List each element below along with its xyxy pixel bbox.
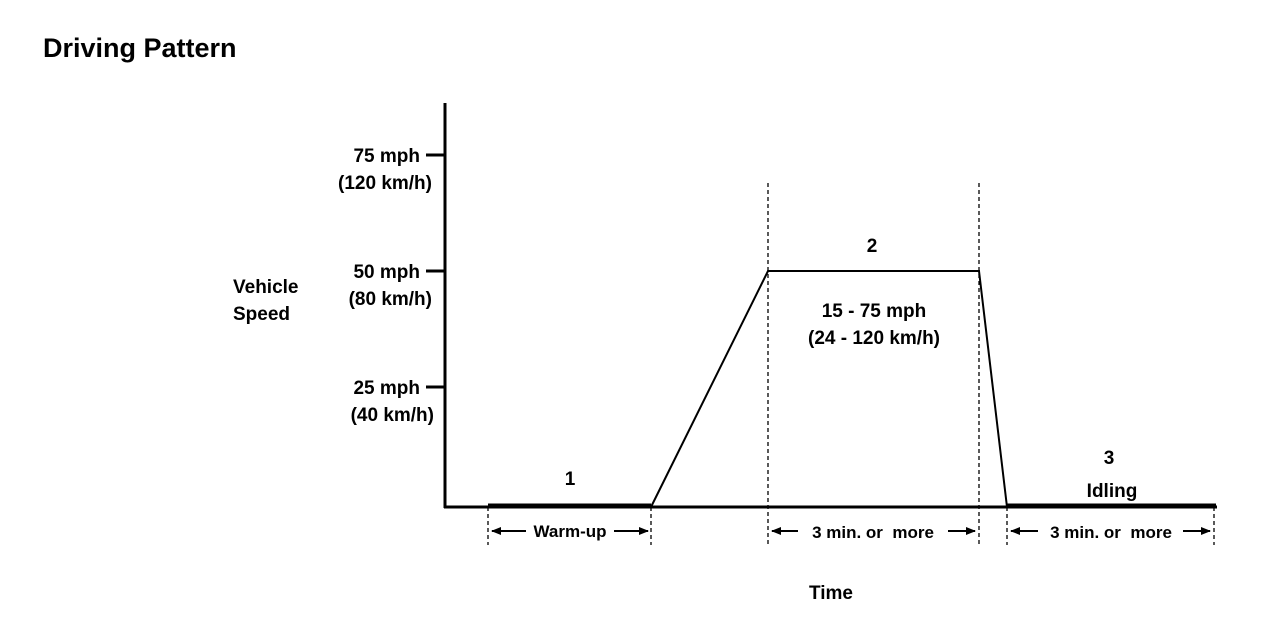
phase-3-duration: 3 min. or more (1050, 523, 1172, 542)
phase-2-number: 2 (867, 236, 878, 257)
phase-dividers (487, 183, 1215, 545)
y-tick-25: 25 mph (40 km/h) (351, 378, 445, 426)
phase-2-speed-range: 15 - 75 mph (822, 301, 927, 322)
phase-1-duration: Warm-up (533, 522, 606, 541)
tick-label-mph: 50 mph (353, 262, 420, 283)
phase-1-number: 1 (565, 469, 576, 490)
tick-label-kmh: (120 km/h) (338, 173, 432, 194)
phase-3-number: 3 (1104, 448, 1115, 469)
y-axis-label-line2: Speed (233, 304, 290, 325)
y-axis-label-line1: Vehicle (233, 277, 299, 298)
phase-3-name: Idling (1087, 481, 1138, 502)
y-tick-50: 50 mph (80 km/h) (349, 262, 445, 310)
tick-label-mph: 75 mph (353, 146, 420, 167)
phase-2-speed-range-kmh: (24 - 120 km/h) (808, 328, 940, 349)
tick-label-mph: 25 mph (353, 378, 420, 399)
y-tick-75: 75 mph (120 km/h) (338, 146, 445, 194)
tick-label-kmh: (80 km/h) (349, 289, 432, 310)
page-title: Driving Pattern (43, 33, 237, 63)
tick-label-kmh: (40 km/h) (351, 405, 434, 426)
x-axis-label: Time (809, 583, 853, 604)
phase-2-duration: 3 min. or more (812, 523, 934, 542)
speed-profile-line (650, 270, 1008, 508)
